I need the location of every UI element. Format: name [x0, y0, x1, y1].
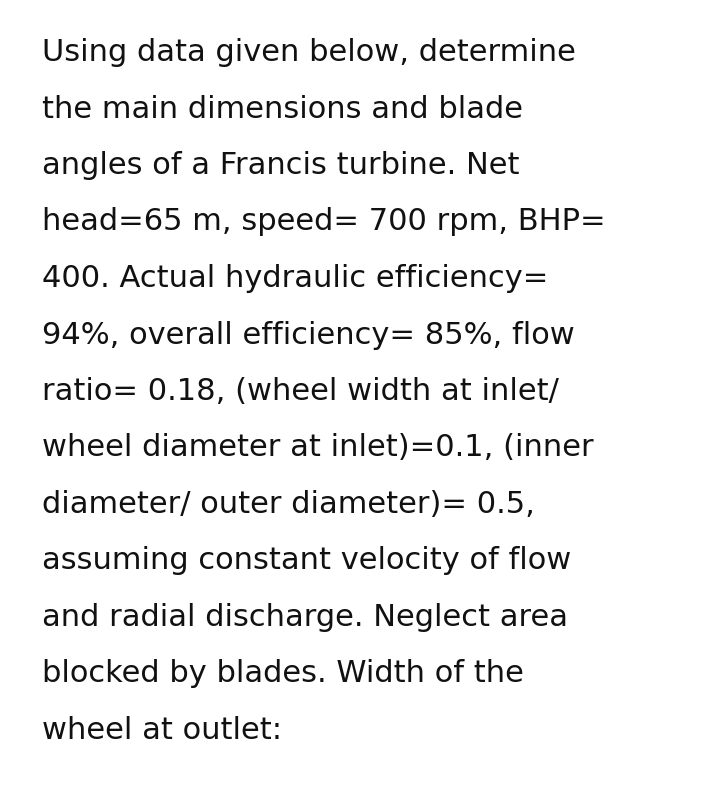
Text: the main dimensions and blade: the main dimensions and blade: [42, 94, 523, 123]
Text: head=65 m, speed= 700 rpm, BHP=: head=65 m, speed= 700 rpm, BHP=: [42, 207, 606, 237]
Text: 400. Actual hydraulic efficiency=: 400. Actual hydraulic efficiency=: [42, 264, 549, 293]
Text: wheel diameter at inlet)=0.1, (inner: wheel diameter at inlet)=0.1, (inner: [42, 434, 593, 462]
Text: 94%, overall efficiency= 85%, flow: 94%, overall efficiency= 85%, flow: [42, 321, 575, 350]
Text: wheel at outlet:: wheel at outlet:: [42, 716, 282, 745]
Text: blocked by blades. Width of the: blocked by blades. Width of the: [42, 659, 524, 689]
Text: assuming constant velocity of flow: assuming constant velocity of flow: [42, 546, 571, 575]
Text: Using data given below, determine: Using data given below, determine: [42, 38, 576, 67]
Text: angles of a Francis turbine. Net: angles of a Francis turbine. Net: [42, 151, 520, 180]
Text: and radial discharge. Neglect area: and radial discharge. Neglect area: [42, 603, 568, 632]
Text: diameter/ outer diameter)= 0.5,: diameter/ outer diameter)= 0.5,: [42, 490, 535, 519]
Text: ratio= 0.18, (wheel width at inlet/: ratio= 0.18, (wheel width at inlet/: [42, 377, 559, 406]
